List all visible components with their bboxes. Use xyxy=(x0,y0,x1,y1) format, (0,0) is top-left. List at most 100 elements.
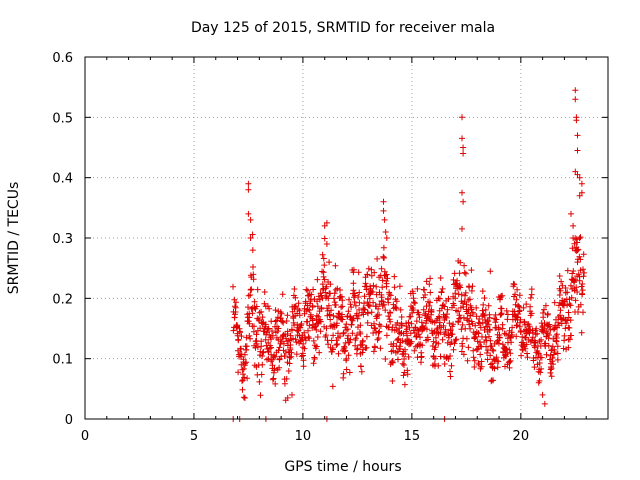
data-point xyxy=(427,299,433,306)
data-point xyxy=(471,357,478,364)
data-point xyxy=(232,304,239,311)
data-point xyxy=(248,286,255,293)
data-point xyxy=(527,294,534,301)
data-point xyxy=(352,342,359,349)
data-point xyxy=(235,336,242,343)
data-point xyxy=(374,255,381,262)
data-point xyxy=(426,281,433,288)
data-point xyxy=(308,291,315,298)
data-point xyxy=(246,332,253,339)
data-point xyxy=(384,275,391,282)
tick-labels: 0 5 10 15 20 0 0.1 0.2 0.3 0.4 0.5 0.6 xyxy=(52,51,529,444)
data-point xyxy=(419,342,426,349)
data-point xyxy=(333,322,340,329)
data-point xyxy=(301,329,308,336)
data-point xyxy=(259,349,266,356)
data-point xyxy=(466,284,473,291)
data-point xyxy=(522,345,529,352)
data-point xyxy=(392,304,399,311)
data-point xyxy=(430,338,437,345)
data-point xyxy=(361,293,368,300)
data-point xyxy=(470,354,477,361)
data-point xyxy=(495,340,502,347)
data-point xyxy=(414,285,421,292)
data-point xyxy=(386,291,393,298)
data-point xyxy=(357,363,364,370)
data-point xyxy=(271,365,278,372)
data-point xyxy=(259,320,266,327)
data-point xyxy=(577,234,584,241)
data-point xyxy=(506,358,513,365)
data-point xyxy=(440,322,447,329)
data-point xyxy=(557,287,564,294)
data-point xyxy=(344,326,351,333)
data-point xyxy=(240,365,247,372)
data-point xyxy=(389,359,396,366)
data-point xyxy=(401,381,408,388)
data-point xyxy=(280,340,287,347)
data-point xyxy=(438,289,445,296)
data-point xyxy=(258,308,265,315)
data-point xyxy=(572,96,579,103)
data-point xyxy=(528,310,535,317)
data-point xyxy=(243,343,250,350)
data-point xyxy=(301,345,308,352)
data-point xyxy=(380,198,387,205)
data-point xyxy=(405,319,412,326)
data-point xyxy=(291,286,298,292)
data-point xyxy=(507,350,514,357)
data-point xyxy=(490,377,497,384)
data-point xyxy=(574,289,581,295)
data-point xyxy=(462,292,468,299)
data-point xyxy=(310,337,317,344)
data-point xyxy=(364,271,371,278)
data-point xyxy=(452,295,459,302)
data-point xyxy=(405,353,412,360)
data-point xyxy=(567,282,574,289)
data-point xyxy=(471,364,478,370)
data-point xyxy=(516,292,523,299)
data-point xyxy=(476,320,483,327)
data-point xyxy=(576,174,583,181)
data-point xyxy=(247,292,254,298)
data-point xyxy=(295,300,302,307)
data-point xyxy=(432,344,439,351)
data-point xyxy=(372,344,378,351)
data-point xyxy=(517,316,524,323)
data-point xyxy=(503,331,509,338)
data-point xyxy=(339,311,345,318)
data-point xyxy=(376,328,383,335)
data-point xyxy=(467,325,474,332)
data-point xyxy=(523,341,530,348)
data-point xyxy=(546,323,553,330)
data-point xyxy=(350,287,357,294)
y-axis-label: SRMTID / TECUs xyxy=(6,182,22,295)
data-point xyxy=(264,346,271,352)
data-point xyxy=(541,306,547,313)
data-point xyxy=(577,301,584,308)
data-point xyxy=(570,235,577,241)
data-point xyxy=(478,358,485,365)
data-point xyxy=(578,180,585,187)
data-point xyxy=(387,292,394,299)
data-point xyxy=(564,267,571,274)
data-point xyxy=(557,307,564,314)
data-point xyxy=(292,336,299,343)
data-point xyxy=(465,344,472,351)
data-point xyxy=(305,327,311,334)
data-point xyxy=(436,319,443,326)
data-point xyxy=(235,369,242,376)
data-point xyxy=(543,351,550,358)
data-point xyxy=(565,344,572,351)
data-point xyxy=(330,332,337,339)
data-point xyxy=(245,292,252,299)
data-point xyxy=(380,207,387,214)
data-point xyxy=(450,346,457,353)
data-point xyxy=(375,329,382,336)
data-point xyxy=(358,368,365,375)
data-point xyxy=(315,293,322,300)
data-point xyxy=(239,366,246,373)
data-point xyxy=(348,321,355,328)
data-point xyxy=(265,325,272,332)
data-point xyxy=(550,361,556,368)
